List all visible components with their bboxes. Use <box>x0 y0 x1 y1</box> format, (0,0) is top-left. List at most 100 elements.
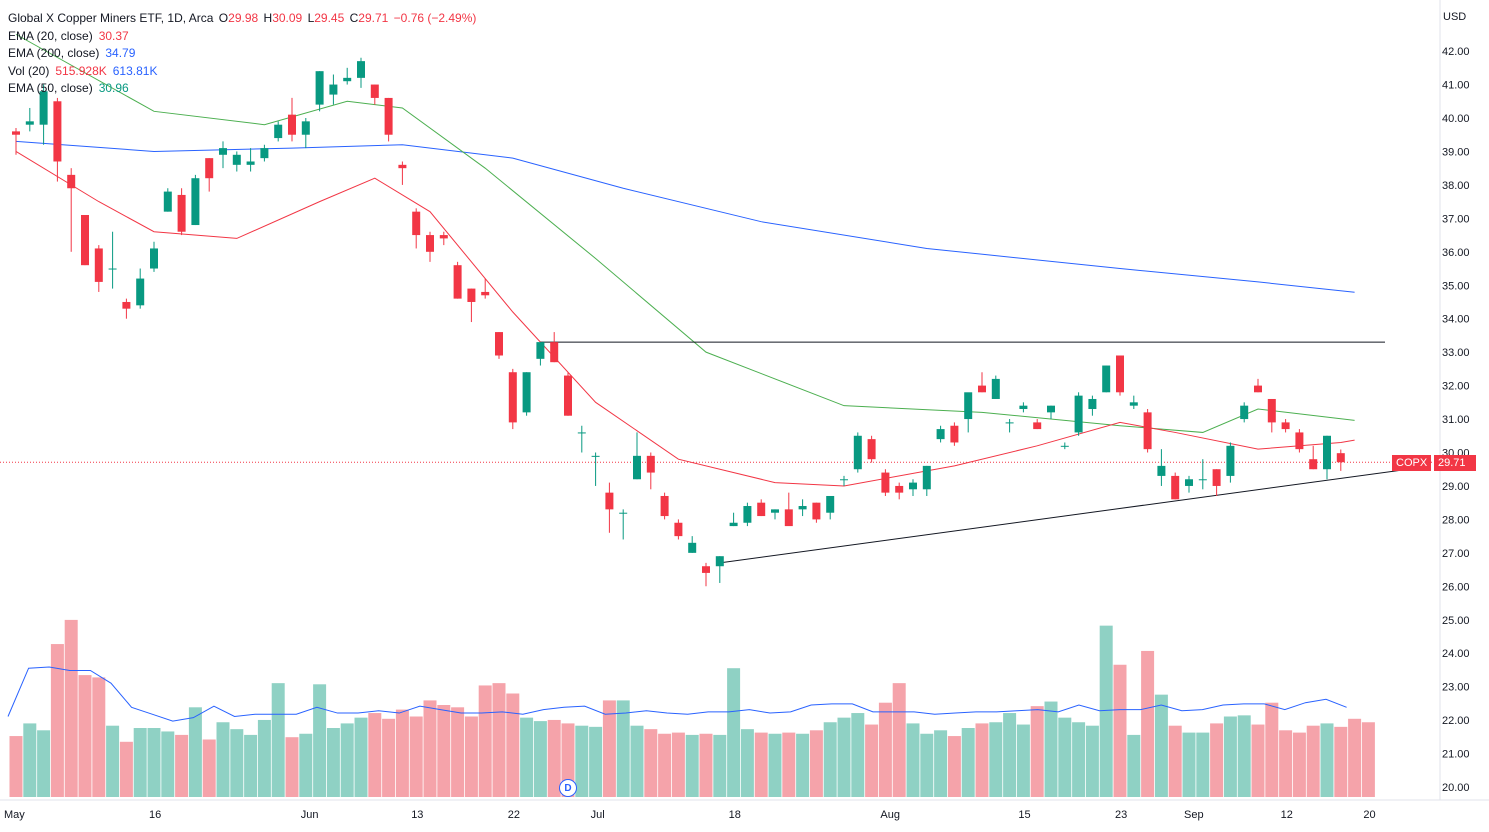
volume-bar <box>1003 713 1017 797</box>
time-tick-label: 23 <box>1115 809 1127 821</box>
volume-bar <box>1030 706 1044 797</box>
interval[interactable]: 1D <box>167 11 183 25</box>
candle-body <box>674 522 683 537</box>
volume-bar <box>1154 694 1168 797</box>
volume-bar <box>354 717 368 797</box>
candle <box>1088 395 1097 416</box>
candle <box>1309 445 1318 470</box>
ema20-line <box>15 151 1355 487</box>
price-tick-label: 40.00 <box>1442 113 1470 125</box>
candle-body <box>453 265 462 299</box>
candle <box>1074 392 1083 436</box>
candle-body <box>1171 475 1180 500</box>
last-price-tag: 29.71 <box>1434 455 1476 471</box>
volume-bar <box>492 683 506 797</box>
price-tick-label: 25.00 <box>1442 615 1470 627</box>
candle-body <box>1336 453 1345 463</box>
candle <box>619 509 628 540</box>
candle <box>646 452 655 490</box>
candle <box>495 332 503 359</box>
candle-body <box>867 439 876 460</box>
legend-ema200[interactable]: EMA (200, close) 34.79 <box>8 45 476 63</box>
candle <box>81 215 89 266</box>
price-tick-label: 33.00 <box>1442 347 1470 359</box>
candle <box>1060 442 1069 450</box>
candle-body <box>757 502 766 517</box>
candle-body <box>53 101 62 162</box>
volume-bar <box>271 683 285 797</box>
ema200-label: EMA (200, close) <box>8 46 100 60</box>
candle <box>936 425 945 443</box>
price-tick-label: 21.00 <box>1442 749 1470 761</box>
candle <box>426 231 434 262</box>
candle-body <box>1143 412 1152 450</box>
candle <box>1171 472 1180 500</box>
candle-body <box>1198 479 1207 481</box>
currency-label[interactable]: USD <box>1443 11 1467 23</box>
candle-body <box>94 248 103 282</box>
volume-bar <box>216 722 230 797</box>
candle-body <box>729 522 738 527</box>
legend-ema50[interactable]: EMA (50, close) 30.96 <box>8 80 476 98</box>
candle <box>784 492 793 527</box>
time-tick-label: 18 <box>729 809 741 821</box>
price-tick-label: 32.00 <box>1442 381 1470 393</box>
volume-bar <box>1072 722 1086 797</box>
volume-bar <box>1237 715 1251 797</box>
volume-bar <box>230 729 244 797</box>
candle-body <box>39 91 48 125</box>
time-tick-label: 20 <box>1363 809 1375 821</box>
candle <box>577 425 586 453</box>
dividend-event-badge[interactable]: D <box>559 779 577 797</box>
candle-body <box>1212 469 1221 486</box>
volume-bar <box>989 722 1003 797</box>
legend-volume[interactable]: Vol (20) 515.928K 613.81K <box>8 63 476 81</box>
volume-bar <box>1320 723 1334 797</box>
candle <box>370 84 379 105</box>
candle <box>439 231 448 246</box>
candle <box>1019 402 1028 413</box>
candle-body <box>1116 355 1124 393</box>
volume-bar <box>589 726 603 797</box>
ema20-value: 30.37 <box>98 28 129 43</box>
ema20-label: EMA (20, close) <box>8 28 93 43</box>
time-tick-label: 16 <box>149 809 161 821</box>
candle-body <box>619 512 628 514</box>
volume-bar <box>64 619 78 797</box>
candle <box>1129 395 1138 410</box>
volume-bar <box>1279 730 1293 797</box>
candle <box>674 519 683 540</box>
candle <box>274 121 283 142</box>
candle-body <box>219 148 227 155</box>
volume-bar <box>906 723 920 797</box>
volume-bar <box>547 719 561 797</box>
volume-bar <box>451 707 465 797</box>
candle-body <box>1074 395 1083 433</box>
candle <box>1295 429 1304 453</box>
candle-body <box>301 121 310 135</box>
candle-body <box>1019 405 1028 410</box>
symbol-name[interactable]: Global X Copper Miners ETF <box>8 11 161 25</box>
volume-bar <box>147 728 161 797</box>
candle <box>895 482 904 500</box>
candle-body <box>315 71 324 105</box>
candle <box>67 168 76 252</box>
ema200-line <box>15 140 1355 293</box>
candle-body <box>715 556 724 567</box>
candle-body <box>564 375 572 416</box>
candle-body <box>508 372 517 423</box>
candle <box>1281 419 1290 433</box>
volume-bar <box>106 725 120 797</box>
volume-bar <box>975 723 989 797</box>
volume-bar <box>23 723 37 797</box>
candle-body <box>1323 435 1331 470</box>
candle <box>1116 355 1124 396</box>
legend-ema20[interactable]: EMA (20, close) 30.37 <box>8 28 476 46</box>
volume-bar <box>754 732 768 797</box>
volume-bar <box>1334 726 1348 797</box>
candle-body <box>784 509 793 527</box>
candle-body <box>412 211 421 236</box>
volume-bar <box>658 733 672 797</box>
volume-bar <box>1348 718 1362 797</box>
